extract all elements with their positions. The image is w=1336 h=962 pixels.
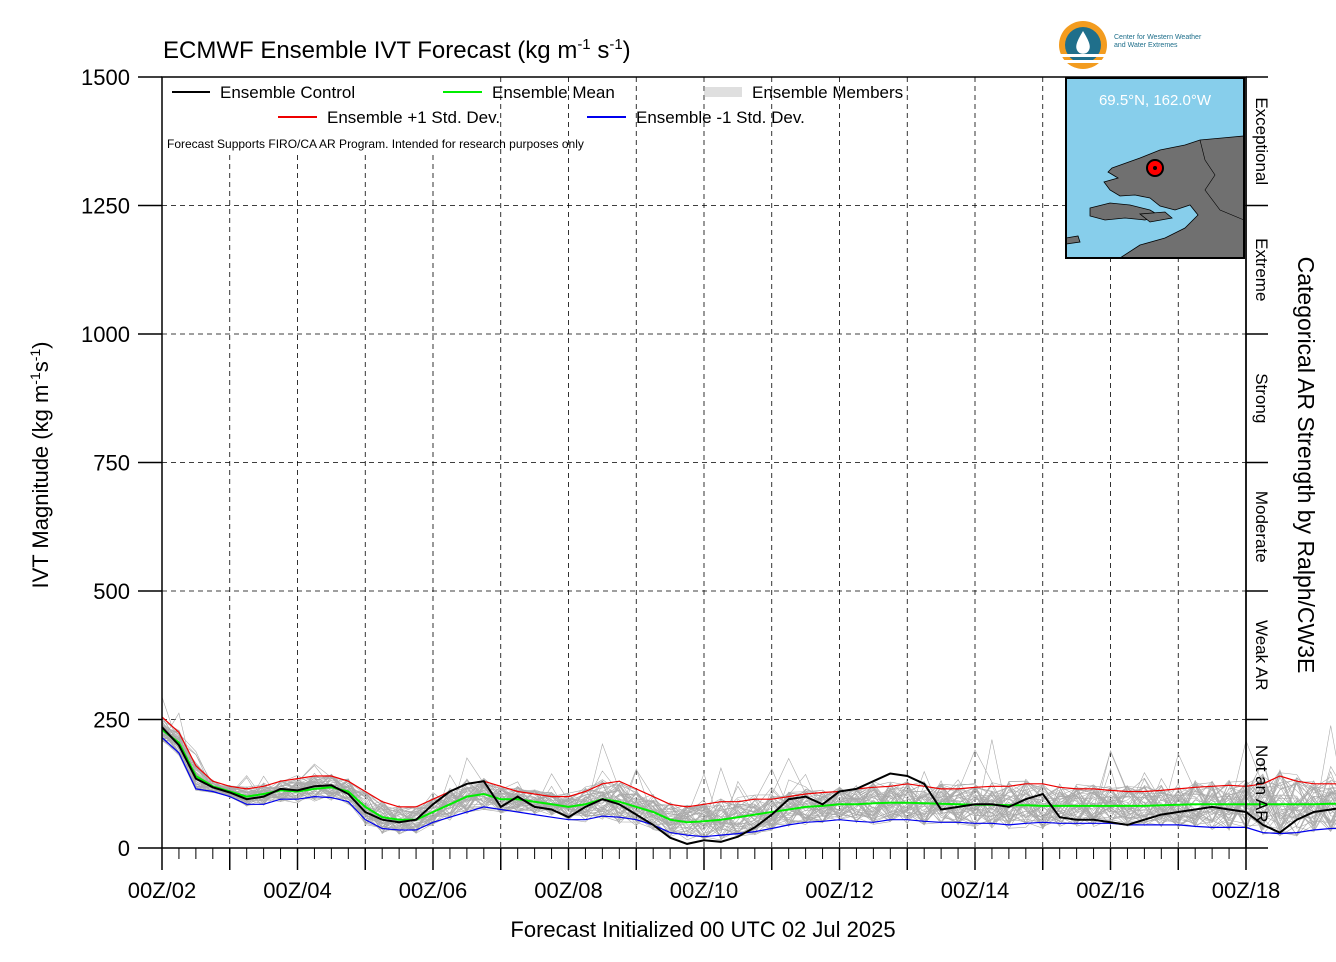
ensemble-member-line: [161, 734, 1336, 833]
ensemble-member-line: [161, 725, 1336, 839]
y-tick-label: 0: [118, 836, 130, 861]
ensemble-member-line: [161, 736, 1336, 837]
map-border: [1199, 139, 1245, 221]
x-tick-label: 00Z/14: [941, 878, 1010, 903]
ensemble-member-line: [161, 722, 1336, 834]
y-axis-label: IVT Magnitude (kg m-1s-1): [27, 341, 53, 588]
ensemble-members: [161, 696, 1336, 841]
x-tick-label: 00Z/06: [399, 878, 468, 903]
grid-lines: [162, 77, 1246, 848]
y-tick-label: 750: [93, 451, 130, 476]
legend-members-label: Ensemble Members: [752, 83, 903, 102]
ensemble-member-line: [161, 716, 1336, 835]
location-marker-dot: [1153, 166, 1157, 170]
ensemble-member-line: [161, 733, 1336, 833]
y-tick-label: 250: [93, 708, 130, 733]
legend-control-label: Ensemble Control: [220, 83, 355, 102]
category-label: Moderate: [1252, 491, 1271, 563]
control-line: [161, 726, 1336, 845]
x-tick-label: 00Z/10: [670, 878, 739, 903]
mean-line: [161, 729, 1336, 824]
ensemble-member-line: [161, 732, 1336, 839]
x-tick-label: 00Z/18: [1212, 878, 1281, 903]
y-tick-label: 1000: [81, 322, 130, 347]
disclaimer: Forecast Supports FIRO/CA AR Program. In…: [167, 137, 584, 151]
logo-text-line-1: Center for Western Weather: [1114, 34, 1202, 41]
right-axis-label: Categorical AR Strength by Ralph/CW3E: [1293, 257, 1319, 674]
ensemble-member-line: [161, 724, 1336, 829]
chart-title: ECMWF Ensemble IVT Forecast (kg m-1 s-1): [163, 36, 631, 64]
series-lines: [161, 716, 1336, 845]
ensemble-member-line: [161, 727, 1336, 836]
location-map: 69.5°N, 162.0°W: [1065, 77, 1245, 259]
x-tick-label: 00Z/12: [805, 878, 874, 903]
ensemble-member-line: [161, 717, 1336, 840]
category-label: Weak AR: [1252, 620, 1271, 691]
ensemble-member-line: [161, 729, 1336, 840]
y-tick-label: 1500: [81, 65, 130, 90]
x-axis-label: Forecast Initialized 00 UTC 02 Jul 2025: [510, 917, 895, 942]
y-tick-label: 1250: [81, 194, 130, 219]
x-tick-label: 00Z/02: [128, 878, 197, 903]
category-label: Strong: [1252, 373, 1271, 423]
x-tick-label: 00Z/04: [263, 878, 332, 903]
ensemble-member-line: [161, 728, 1336, 836]
logo-text: Center for Western Weather and Water Ext…: [1114, 34, 1201, 50]
ensemble-member-line: [161, 721, 1336, 835]
category-label: Not an AR: [1252, 745, 1271, 823]
ensemble-member-line: [161, 740, 1336, 840]
ensemble-member-line: [161, 739, 1336, 836]
x-tick-label: 00Z/08: [534, 878, 603, 903]
logo-text-line-2: and Water Extremes: [1114, 42, 1178, 49]
ensemble-member-line: [161, 720, 1336, 838]
logo-wave: [1059, 60, 1107, 63]
legend-plus-std-label: Ensemble +1 Std. Dev.: [327, 108, 500, 127]
map-location-label: 69.5°N, 162.0°W: [1099, 92, 1212, 109]
ensemble-member-line: [161, 712, 1336, 839]
ensemble-member-line: [161, 733, 1336, 833]
axes: 0 250 500 750 1000 1250 1500 00Z/02 00Z/04 00Z/06…: [81, 65, 1280, 903]
legend-minus-std-label: Ensemble -1 Std. Dev.: [636, 108, 805, 127]
logo-wave: [1059, 54, 1107, 57]
y-tick-label: 500: [93, 579, 130, 604]
cw3e-logo: [1059, 21, 1107, 69]
ensemble-member-line: [161, 733, 1336, 834]
map-frame: [1065, 77, 1245, 259]
legend: Ensemble Control Ensemble Mean Ensemble Me…: [167, 83, 903, 151]
legend-mean-label: Ensemble Mean: [492, 83, 615, 102]
drop-icon: [1076, 31, 1090, 54]
map-land: [1138, 211, 1173, 223]
x-tick-label: 00Z/16: [1076, 878, 1145, 903]
category-label: Extreme: [1252, 238, 1271, 301]
category-label: Exceptional: [1252, 97, 1271, 185]
ensemble-member-line: [161, 738, 1336, 837]
